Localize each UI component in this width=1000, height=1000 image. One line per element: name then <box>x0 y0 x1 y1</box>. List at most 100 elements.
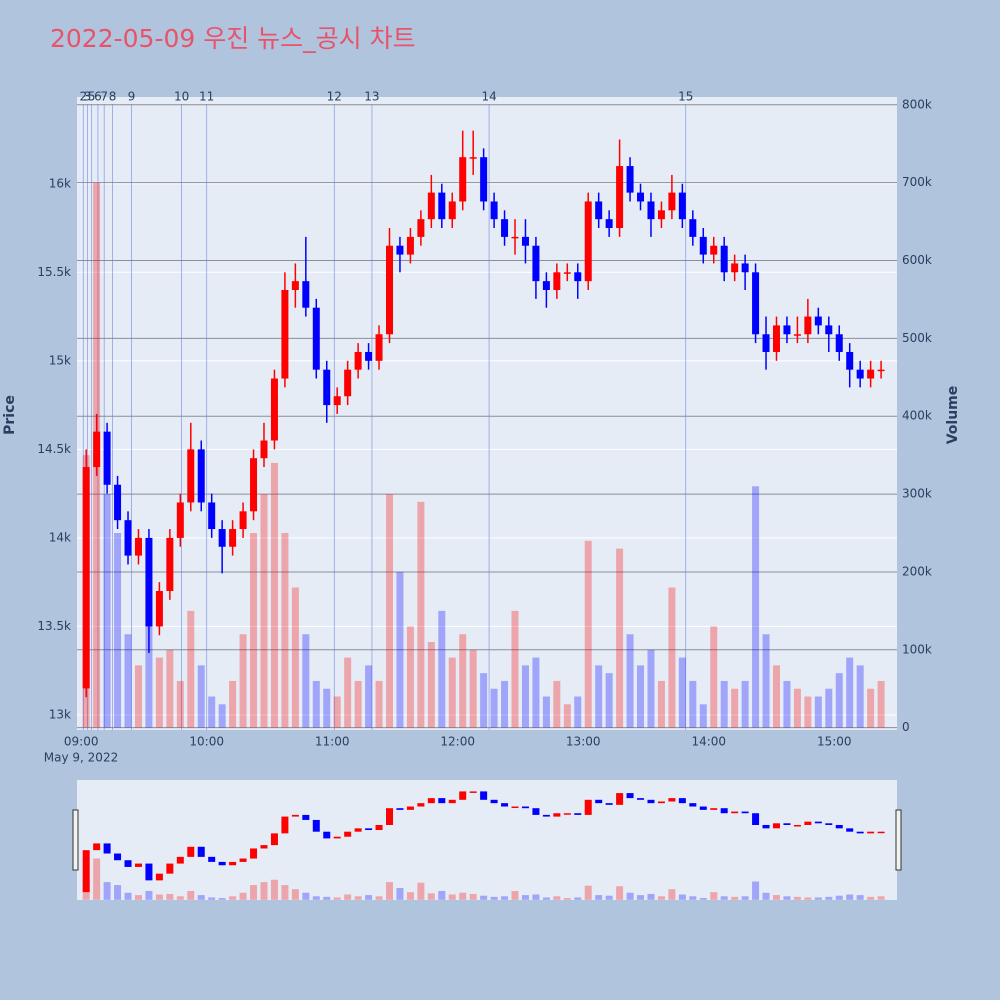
mini-volume-bar <box>459 892 467 900</box>
candle-body <box>396 245 404 255</box>
chart-title: 2022-05-09 우진 뉴스_공시 차트 <box>50 24 416 53</box>
candle-body <box>365 351 373 361</box>
candle-body <box>176 502 184 538</box>
range-slider[interactable] <box>77 780 897 900</box>
candle-body <box>93 431 101 468</box>
mini-volume-bar <box>145 890 153 900</box>
volume-bar <box>699 704 707 728</box>
mini-volume-bar <box>814 897 822 900</box>
volume-bar <box>239 634 247 728</box>
mini-volume-bar <box>469 893 477 900</box>
volume-bar <box>312 680 320 728</box>
y-tick-label: 14k <box>49 530 71 544</box>
candle-body <box>103 431 111 485</box>
mini-volume-bar <box>501 896 509 900</box>
mini-candle-body <box>375 824 383 831</box>
mini-candle-body <box>584 799 592 815</box>
mini-candle-body <box>281 816 289 834</box>
mini-candle-body <box>448 799 456 804</box>
mini-volume-bar <box>166 893 174 900</box>
candle-body <box>218 529 226 547</box>
volume-bar <box>281 533 289 728</box>
mini-volume-bar <box>595 895 603 900</box>
volume-bar <box>427 642 435 728</box>
mini-candle-body <box>699 806 707 810</box>
news-label: 12 <box>327 90 342 104</box>
y-tick-label: 15.5k <box>37 265 71 279</box>
candle-body <box>762 334 770 352</box>
mini-candle-body <box>563 813 571 815</box>
mini-candle-body <box>731 811 739 814</box>
candle-body <box>595 201 603 220</box>
volume-bar <box>480 673 488 728</box>
y2-tick-label: 700k <box>902 175 932 189</box>
candle-body <box>804 316 812 335</box>
news-label: 2 <box>79 90 87 104</box>
mini-volume-bar <box>480 895 488 900</box>
mini-candle-body <box>270 833 278 846</box>
mini-candle-body <box>93 843 101 851</box>
candle-body <box>354 351 362 370</box>
candle-body <box>323 369 331 406</box>
mini-volume-bar <box>438 890 446 900</box>
volume-bar <box>814 696 822 728</box>
mini-volume-bar <box>689 896 697 900</box>
range-handle-left[interactable] <box>72 809 79 871</box>
volume-bar <box>323 688 331 728</box>
volume-bar <box>250 533 258 728</box>
mini-volume-bar <box>793 896 801 900</box>
y2-tick-label: 400k <box>902 409 932 423</box>
volume-bar <box>856 665 864 728</box>
volume-bar <box>626 634 634 728</box>
candle-body <box>752 272 760 335</box>
mini-candle-body <box>752 813 760 825</box>
mini-volume-bar <box>218 898 226 900</box>
mini-volume-bar <box>867 896 875 900</box>
volume-bar <box>176 680 184 728</box>
candle-body <box>270 378 278 441</box>
candle-body <box>657 210 665 220</box>
volume-bar <box>145 610 153 728</box>
mini-volume-bar <box>406 892 414 900</box>
volume-bar <box>720 680 728 728</box>
volume-bar <box>197 665 205 728</box>
mini-candle-body <box>490 799 498 804</box>
candle-body <box>448 201 456 220</box>
mini-candle-body <box>793 824 801 827</box>
candle-body <box>553 272 561 290</box>
mini-volume-bar <box>511 890 519 900</box>
volume-bar <box>354 680 362 728</box>
candle-body <box>532 245 540 282</box>
candle-body <box>281 289 289 379</box>
candle-body <box>239 511 247 530</box>
range-handle-right[interactable] <box>895 809 902 871</box>
mini-candle-body <box>365 828 373 831</box>
mini-candle-body <box>427 798 435 804</box>
candle-body <box>208 502 216 530</box>
volume-bar <box>762 634 770 728</box>
y2-tick-label: 200k <box>902 564 932 578</box>
candle-body <box>250 458 258 512</box>
mini-candle-body <box>386 808 393 825</box>
y-tick-label: 14.5k <box>37 442 71 456</box>
mini-volume-bar <box>553 896 561 900</box>
candle-body <box>699 236 707 255</box>
x-tick-label: 14:00 <box>691 735 726 749</box>
volume-bar <box>291 587 299 728</box>
mini-volume-bar <box>752 881 760 900</box>
x-tick-label: 10:00 <box>189 735 224 749</box>
mini-volume-bar <box>197 895 205 900</box>
volume-bar <box>469 649 477 728</box>
volume-bar <box>689 680 697 728</box>
candle-body <box>616 166 624 229</box>
mini-volume-bar <box>208 897 216 900</box>
candle-body <box>427 192 435 220</box>
volume-bar <box>532 657 540 728</box>
mini-volume-bar <box>605 895 613 900</box>
y-axis-title: Price <box>2 395 18 435</box>
candle-body <box>793 334 801 336</box>
mini-volume-bar <box>835 895 843 900</box>
mini-volume-bar <box>302 892 310 900</box>
volume-bar <box>260 494 268 728</box>
